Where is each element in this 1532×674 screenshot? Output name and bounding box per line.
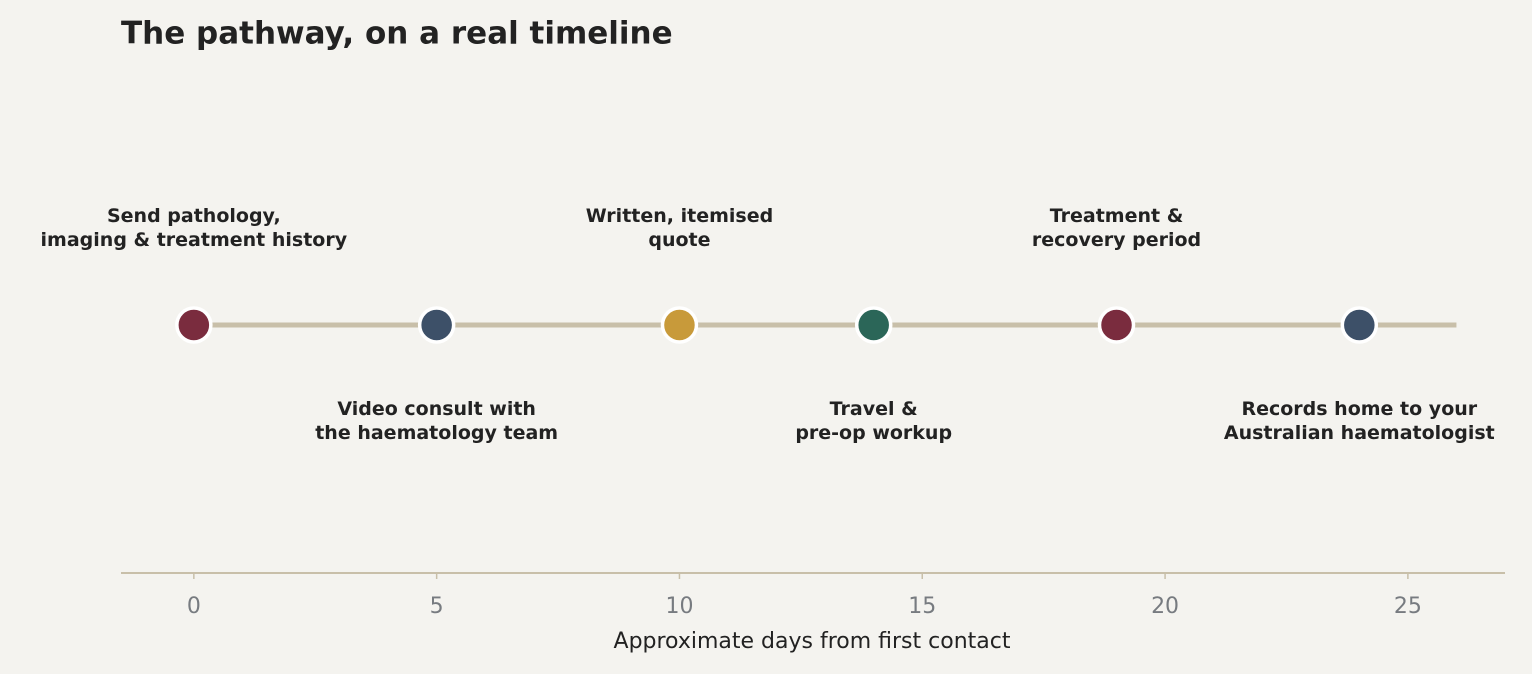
event-label: Treatment & recovery period [1032, 205, 1201, 251]
chart-title: The pathway, on a real timeline [121, 16, 673, 52]
x-tick-label: 5 [430, 594, 444, 619]
x-axis-label: Approximate days from first contact [614, 629, 1011, 654]
x-tick-label: 25 [1394, 594, 1422, 619]
x-tick-label: 15 [908, 594, 936, 619]
event-label: Records home to your Australian haematolo… [1224, 398, 1495, 444]
event-marker [854, 306, 893, 344]
x-tick-label: 0 [187, 594, 201, 619]
event-marker [175, 306, 213, 344]
event-marker [1097, 306, 1136, 344]
event-marker [660, 306, 699, 344]
event-marker [1340, 306, 1379, 344]
x-tick-label: 10 [665, 594, 693, 619]
event-label: Send pathology, imaging & treatment histo… [41, 205, 348, 251]
event-marker [417, 306, 456, 344]
event-label: Video consult with the haematology team [315, 398, 558, 444]
event-label: Written, itemised quote [586, 205, 774, 251]
x-tick-label: 20 [1151, 594, 1179, 619]
event-label: Travel & pre-op workup [795, 398, 952, 444]
